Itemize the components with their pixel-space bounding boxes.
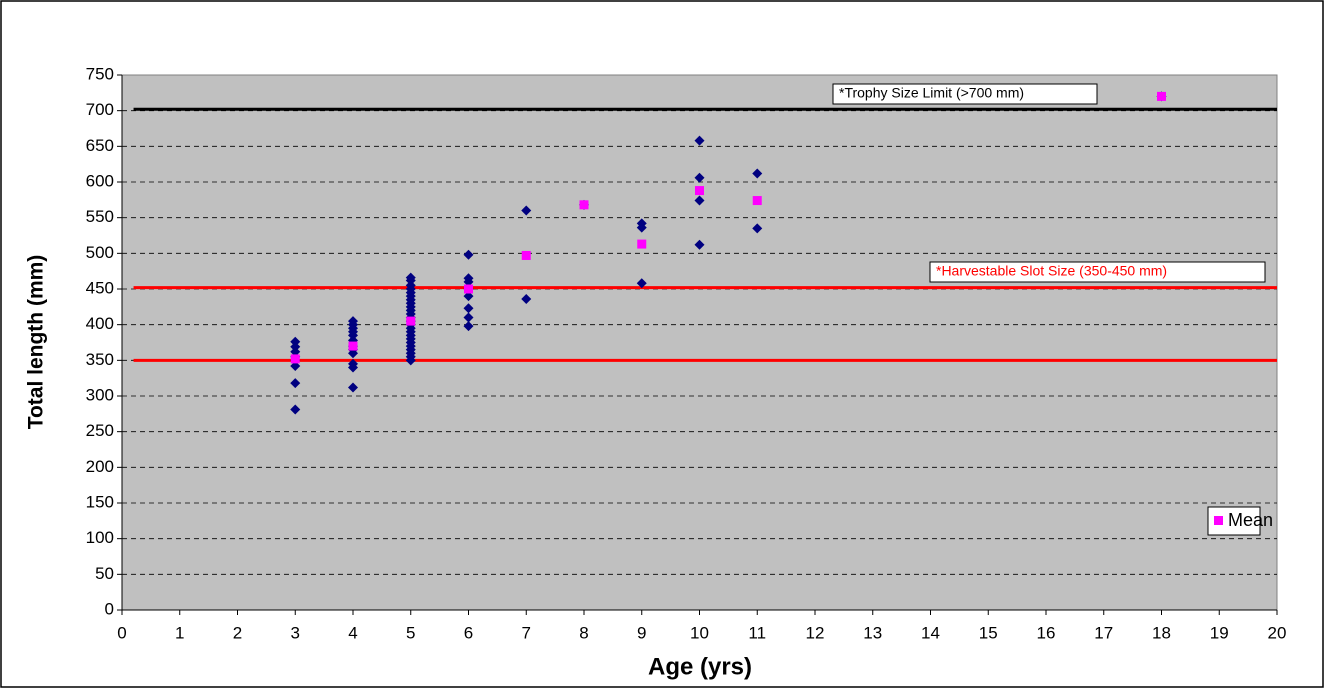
legend-marker: [1214, 516, 1223, 525]
x-tick-label: 10: [690, 623, 709, 642]
x-tick-label: 17: [1094, 623, 1113, 642]
data-point: [463, 321, 474, 332]
mean-marker: [1157, 91, 1166, 101]
x-tick-label: 19: [1210, 623, 1229, 642]
mean-marker: [290, 354, 300, 364]
legend-label: Mean: [1228, 510, 1273, 530]
x-tick-label: 3: [291, 623, 300, 642]
y-tick-label: 150: [86, 492, 114, 511]
data-point: [752, 168, 763, 179]
y-tick-label: 50: [95, 564, 114, 583]
y-axis-title: Total length (mm): [25, 255, 48, 430]
annotation-box: [929, 261, 1266, 283]
data-point: [290, 404, 301, 415]
x-tick-label: 0: [117, 623, 126, 642]
data-point: [348, 348, 358, 359]
mean-marker: [464, 284, 473, 294]
y-tick-label: 350: [86, 350, 114, 369]
x-tick-label: 15: [979, 623, 998, 642]
mean-marker: [521, 250, 531, 260]
data-point: [290, 361, 301, 372]
data-point: [463, 249, 474, 260]
x-tick-label: 5: [406, 623, 415, 642]
data-point: [694, 195, 705, 206]
data-point: [405, 355, 416, 366]
x-tick-label: 7: [522, 623, 531, 642]
y-tick-label: 250: [86, 421, 114, 440]
y-tick-label: 100: [86, 528, 114, 547]
mean-marker: [406, 316, 416, 326]
annotation-box: [832, 83, 1098, 105]
annotation-text: *Harvestable Slot Size (350-450 mm): [936, 263, 1167, 279]
x-tick-label: 4: [348, 623, 357, 642]
x-tick-label: 18: [1152, 623, 1171, 642]
data-point: [348, 382, 358, 393]
y-tick-label: 500: [86, 243, 114, 262]
data-point: [463, 312, 474, 323]
mean-marker: [695, 186, 704, 196]
y-tick-label: 650: [86, 136, 114, 155]
x-tick-label: 2: [233, 623, 242, 642]
mean-marker: [579, 200, 589, 210]
data-point: [636, 278, 647, 289]
x-tick-label: 9: [637, 623, 646, 642]
data-point: [636, 222, 647, 233]
y-tick-label: 600: [86, 171, 114, 190]
y-tick-label: 300: [86, 385, 114, 404]
y-tick-label: 200: [86, 457, 114, 476]
x-tick-label: 11: [748, 623, 766, 642]
y-tick-label: 750: [86, 64, 114, 83]
data-point: [752, 223, 763, 234]
x-axis-title: Age (yrs): [648, 653, 752, 680]
data-point: [463, 276, 474, 287]
mean-marker: [637, 239, 647, 249]
x-tick-label: 13: [863, 623, 882, 642]
data-point: [463, 291, 474, 302]
y-tick-label: 550: [86, 207, 114, 226]
data-point: [694, 172, 705, 183]
x-tick-label: 1: [175, 623, 184, 642]
mean-marker: [348, 341, 358, 351]
y-tick-label: 700: [86, 100, 114, 119]
x-tick-label: 14: [921, 623, 940, 642]
y-tick-label: 450: [86, 278, 114, 297]
x-tick-label: 6: [464, 623, 473, 642]
data-point: [694, 239, 705, 250]
annotation-text: *Trophy Size Limit (>700 mm): [839, 85, 1024, 101]
plot-area: [121, 74, 1278, 611]
x-tick-label: 16: [1037, 623, 1056, 642]
mean-marker: [752, 196, 762, 206]
x-tick-label: 20: [1268, 623, 1287, 642]
data-point: [290, 378, 301, 389]
data-point: [694, 135, 705, 146]
x-tick-label: 8: [579, 623, 588, 642]
data-point: [521, 205, 532, 216]
data-point: [348, 362, 358, 373]
y-tick-label: 0: [105, 599, 114, 618]
data-point: [521, 293, 532, 304]
y-tick-label: 400: [86, 314, 114, 333]
x-tick-label: 12: [806, 623, 825, 642]
data-point: [463, 303, 474, 314]
